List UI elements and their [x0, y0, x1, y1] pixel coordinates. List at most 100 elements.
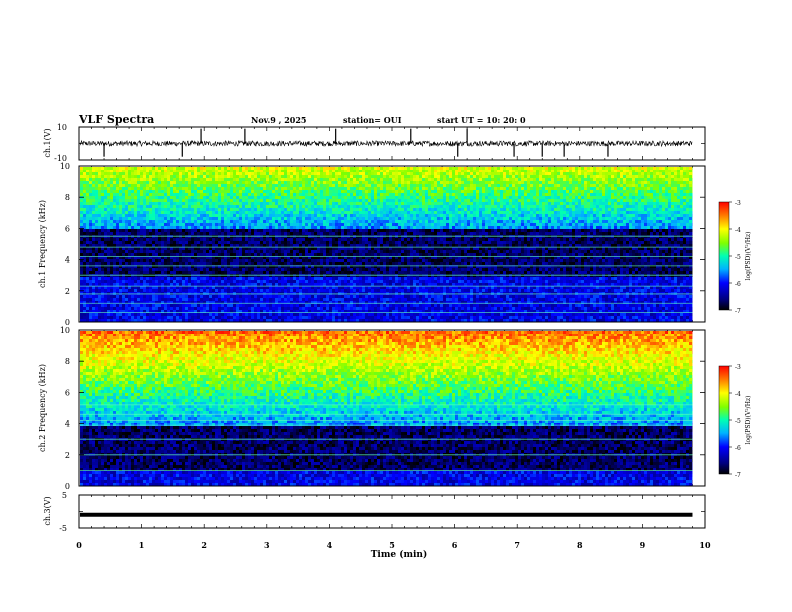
- spectrogram-cell: [347, 223, 350, 226]
- spectrogram-cell: [233, 271, 236, 274]
- spectrogram-cell: [179, 178, 182, 181]
- spectrogram-cell: [167, 319, 170, 322]
- spectrogram-cell: [119, 205, 122, 208]
- spectrogram-cell: [200, 250, 203, 253]
- spectrogram-cell: [152, 250, 155, 253]
- spectrogram-cell: [104, 280, 107, 283]
- spectrogram-cell: [263, 265, 266, 268]
- spectrogram-cell: [128, 205, 131, 208]
- spectrogram-cell: [278, 172, 281, 175]
- spectrogram-cell: [257, 265, 260, 268]
- spectrogram-cell: [275, 271, 278, 274]
- spectrogram-cell: [86, 193, 89, 196]
- spectrogram-cell: [137, 301, 140, 304]
- spectrogram-cell: [350, 295, 353, 298]
- spectrogram-cell: [107, 193, 110, 196]
- spectrogram-cell: [191, 169, 194, 172]
- spectrogram-cell: [122, 244, 125, 247]
- spectrogram-cell: [233, 283, 236, 286]
- spectrogram-cell: [245, 301, 248, 304]
- spectrogram-cell: [221, 220, 224, 223]
- spectrogram-cell: [257, 175, 260, 178]
- spectrogram-cell: [188, 241, 191, 244]
- spectrogram-cell: [254, 307, 257, 310]
- spectrogram-cell: [215, 262, 218, 265]
- spectrogram-cell: [182, 196, 185, 199]
- spectrogram-cell: [140, 241, 143, 244]
- spectrogram-cell: [203, 292, 206, 295]
- spectrogram-cell: [284, 250, 287, 253]
- spectrogram-cell: [185, 262, 188, 265]
- spectrogram-cell: [104, 313, 107, 316]
- spectrogram-cell: [338, 307, 341, 310]
- spectrogram-cell: [263, 181, 266, 184]
- spectrogram-cell: [191, 298, 194, 301]
- spectrogram-cell: [260, 220, 263, 223]
- spectrogram-cell: [197, 232, 200, 235]
- spectrogram-cell: [317, 280, 320, 283]
- spectrogram-cell: [128, 289, 131, 292]
- spectrogram-cell: [122, 307, 125, 310]
- spectrogram-cell: [167, 301, 170, 304]
- spectrogram-cell: [131, 277, 134, 280]
- spectrogram-cell: [212, 190, 215, 193]
- spectrogram-cell: [95, 283, 98, 286]
- spectrogram-cell: [287, 295, 290, 298]
- spectrogram-cell: [308, 304, 311, 307]
- spectrogram-cell: [236, 184, 239, 187]
- spectrogram-cell: [260, 289, 263, 292]
- spectrogram-cell: [308, 247, 311, 250]
- spectrogram-cell: [293, 241, 296, 244]
- spectrogram-cell: [302, 316, 305, 319]
- spectrogram-cell: [128, 211, 131, 214]
- spectrogram-cell: [176, 304, 179, 307]
- spectrogram-cell: [248, 271, 251, 274]
- spectrogram-cell: [344, 217, 347, 220]
- spectrogram-cell: [161, 208, 164, 211]
- spectrogram-cell: [200, 265, 203, 268]
- spectrogram-cell: [278, 319, 281, 322]
- spectrogram-cell: [269, 229, 272, 232]
- spectrogram-cell: [332, 313, 335, 316]
- spectrogram-cell: [230, 217, 233, 220]
- spectrogram-cell: [239, 295, 242, 298]
- spectrogram-cell: [332, 259, 335, 262]
- spectrogram-cell: [149, 211, 152, 214]
- spectrogram-cell: [287, 229, 290, 232]
- spectrogram-cell: [233, 304, 236, 307]
- spectrogram-cell: [203, 232, 206, 235]
- spectrogram-cell: [137, 196, 140, 199]
- spectrogram-cell: [113, 316, 116, 319]
- spectrogram-cell: [242, 283, 245, 286]
- spectrogram-cell: [176, 292, 179, 295]
- spectrogram-cell: [215, 265, 218, 268]
- spectrogram-cell: [167, 217, 170, 220]
- spectrogram-cell: [329, 304, 332, 307]
- spectrogram-cell: [152, 316, 155, 319]
- spectrogram-cell: [293, 196, 296, 199]
- spectrogram-cell: [281, 169, 284, 172]
- spectrogram-cell: [95, 167, 98, 170]
- spectrogram-cell: [221, 277, 224, 280]
- spectrogram-cell: [200, 169, 203, 172]
- spectrogram-cell: [272, 259, 275, 262]
- spectrogram-cell: [158, 289, 161, 292]
- spectrogram-cell: [200, 193, 203, 196]
- spectrogram-cell: [299, 292, 302, 295]
- spectrogram-cell: [110, 178, 113, 181]
- spectrogram-cell: [212, 301, 215, 304]
- spectrogram-cell: [92, 199, 95, 202]
- spectrogram-cell: [248, 250, 251, 253]
- spectrogram-cell: [191, 268, 194, 271]
- spectrogram-cell: [317, 316, 320, 319]
- spectrogram-cell: [236, 319, 239, 322]
- spectrogram-cell: [128, 214, 131, 217]
- spectrogram-cell: [290, 316, 293, 319]
- spectrogram-cell: [152, 199, 155, 202]
- spectrogram-cell: [218, 184, 221, 187]
- spectrogram-cell: [332, 289, 335, 292]
- spectrogram-cell: [149, 220, 152, 223]
- spectrogram-cell: [272, 310, 275, 313]
- spectrogram-cell: [188, 292, 191, 295]
- spectrogram-cell: [122, 205, 125, 208]
